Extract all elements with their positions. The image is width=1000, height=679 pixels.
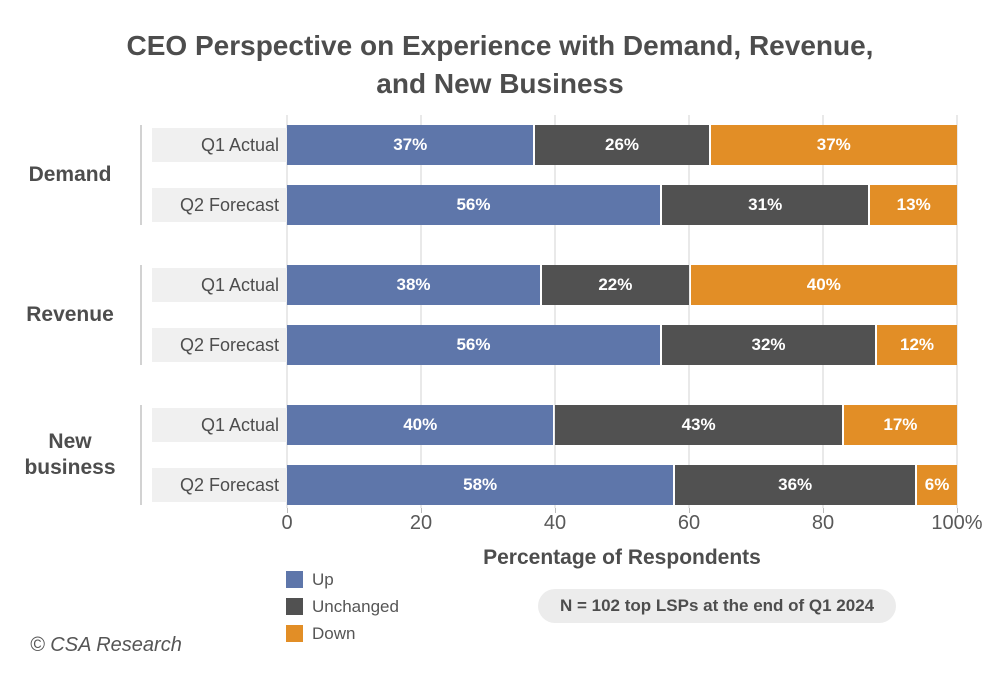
bar-segment-up: 37%	[287, 125, 534, 165]
bar-value-label: 58%	[463, 475, 498, 494]
bar-2-1: 58% 36% 6%	[287, 465, 957, 505]
bar-segment-up: 58%	[287, 465, 674, 505]
row-label-0-0: Q1 Actual	[152, 128, 287, 162]
row-label-2-1: Q2 Forecast	[152, 468, 287, 502]
legend-swatch-down	[286, 625, 303, 642]
legend-item-down: Down	[286, 620, 399, 647]
legend-label-down: Down	[312, 623, 356, 643]
bar-0-0: 37% 26% 37%	[287, 125, 957, 165]
legend-swatch-up	[286, 571, 303, 588]
bar-value-label: 40%	[403, 415, 438, 434]
bar-2-0: 40% 43% 17%	[287, 405, 957, 445]
copyright-text: © CSA Research	[30, 634, 182, 656]
bar-value-label: 56%	[456, 335, 491, 354]
legend: Up Unchanged Down	[286, 566, 399, 647]
note-badge: N = 102 top LSPs at the end of Q1 2024	[538, 589, 897, 623]
legend-label-unchanged: Unchanged	[312, 596, 399, 616]
group-separator-0	[140, 125, 142, 225]
row-label-1-1: Q2 Forecast	[152, 328, 287, 362]
bar-value-label: 31%	[748, 195, 783, 214]
x-tick-mark-20	[421, 508, 422, 513]
x-axis-label: Percentage of Respondents	[483, 546, 761, 569]
bar-segment-down: 37%	[710, 125, 957, 165]
x-tick-label-100: 100%	[931, 512, 983, 534]
x-tick-mark-40	[555, 508, 556, 513]
bar-segment-down: 6%	[917, 465, 957, 505]
group-label-0: Demand	[28, 163, 112, 186]
x-tick-label-40: 40	[543, 512, 567, 534]
x-tick-label-60: 60	[677, 512, 701, 534]
legend-swatch-unchanged	[286, 598, 303, 615]
bar-segment-up: 38%	[287, 265, 541, 305]
bar-value-label: 12%	[900, 335, 935, 354]
bar-segment-up: 40%	[287, 405, 554, 445]
chart-title-line2: and New Business	[376, 68, 624, 99]
bar-value-label: 26%	[604, 135, 640, 154]
x-tick-label-0: 0	[281, 512, 293, 534]
gridline-40	[554, 115, 556, 508]
group-separator-2	[140, 405, 142, 505]
gridline-20	[420, 115, 422, 508]
bar-value-label: 36%	[778, 475, 813, 494]
x-tick-mark-80	[823, 508, 824, 513]
bar-segment-unchanged: 31%	[661, 185, 869, 225]
bar-value-label: 43%	[681, 415, 716, 434]
bar-value-label: 17%	[883, 415, 918, 434]
bar-value-label: 40%	[806, 275, 841, 294]
bar-value-label: 37%	[393, 135, 428, 154]
gridline-0	[286, 115, 288, 508]
chart-title-line1: CEO Perspective on Experience with Deman…	[126, 30, 874, 61]
bar-1-1: 56% 32% 12%	[287, 325, 957, 365]
legend-item-unchanged: Unchanged	[286, 593, 399, 620]
bar-segment-up: 56%	[287, 325, 660, 365]
bar-segment-up: 56%	[287, 185, 660, 225]
bar-value-label: 22%	[598, 275, 633, 294]
row-label-1-0: Q1 Actual	[152, 268, 287, 302]
bar-segment-unchanged: 36%	[675, 465, 916, 505]
bar-value-label: 32%	[751, 335, 786, 354]
gridline-100	[956, 115, 958, 508]
legend-label-up: Up	[312, 569, 334, 589]
bar-segment-down: 12%	[877, 325, 957, 365]
group-label-1: Revenue	[26, 303, 114, 326]
gridline-80	[822, 115, 824, 508]
x-tick-mark-0	[287, 508, 288, 513]
bar-value-label: 38%	[396, 275, 431, 294]
plot-area	[286, 115, 958, 508]
legend-item-up: Up	[286, 566, 399, 593]
row-label-2-0: Q1 Actual	[152, 408, 287, 442]
row-label-0-1: Q2 Forecast	[152, 188, 287, 222]
bar-0-1: 56% 31% 13%	[287, 185, 957, 225]
bar-value-label: 37%	[816, 135, 851, 154]
chart-title: CEO Perspective on Experience with Deman…	[0, 27, 1000, 103]
x-tick-label-20: 20	[409, 512, 433, 534]
bar-segment-unchanged: 43%	[555, 405, 842, 445]
bar-segment-down: 13%	[870, 185, 957, 225]
bar-segment-down: 40%	[690, 265, 957, 305]
x-tick-mark-60	[689, 508, 690, 513]
bar-value-label: 6%	[924, 475, 950, 494]
bar-segment-unchanged: 32%	[661, 325, 876, 365]
bar-value-label: 13%	[896, 195, 931, 214]
gridline-60	[688, 115, 690, 508]
group-separator-1	[140, 265, 142, 365]
bar-segment-unchanged: 26%	[535, 125, 709, 165]
bar-segment-unchanged: 22%	[542, 265, 689, 305]
x-tick-label-80: 80	[811, 512, 835, 534]
bar-1-0: 38% 22% 40%	[287, 265, 957, 305]
bar-value-label: 56%	[456, 195, 491, 214]
bar-segment-down: 17%	[843, 405, 957, 445]
group-label-2: New business	[24, 430, 116, 479]
x-tick-mark-100	[957, 508, 958, 513]
